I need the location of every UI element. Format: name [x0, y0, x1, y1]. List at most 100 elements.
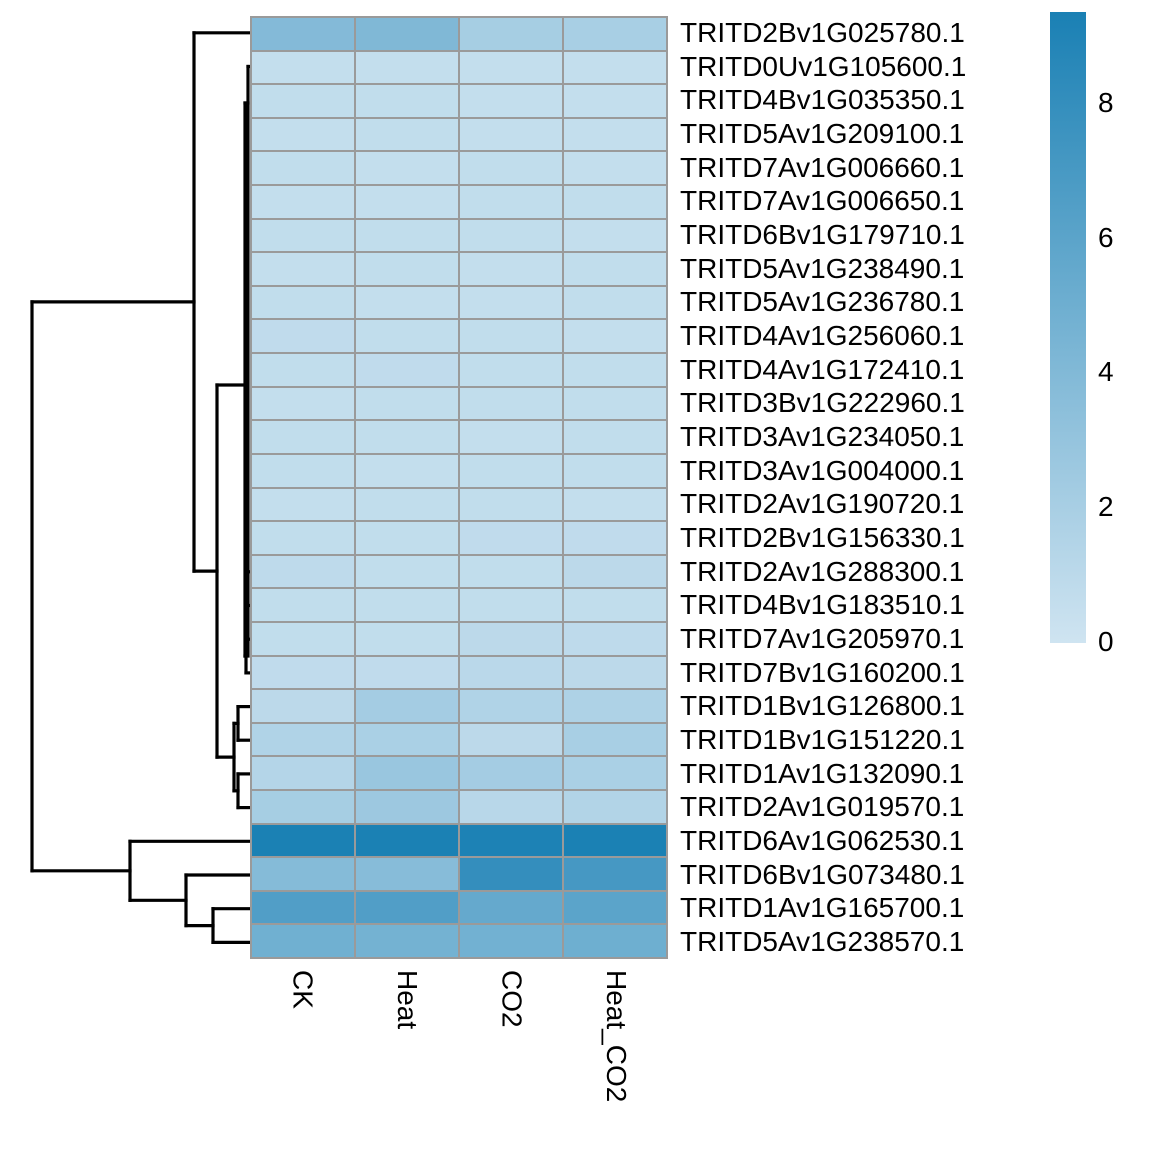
heatmap-cell	[251, 857, 355, 891]
heatmap-cell	[355, 588, 459, 622]
heatmap-cell	[563, 789, 667, 824]
heatmap-cell	[355, 823, 459, 858]
heatmap-cell	[251, 621, 355, 656]
heatmap-cell	[251, 789, 355, 824]
row-label: TRITD2Av1G288300.1	[680, 555, 965, 587]
heatmap-cell	[251, 554, 355, 589]
heatmap-cell	[563, 151, 667, 186]
heatmap-cell	[459, 890, 563, 925]
colorbar-tick-label: 8	[1098, 86, 1114, 118]
heatmap-cell	[459, 857, 563, 891]
heatmap-cell	[563, 84, 667, 118]
row-label: TRITD1Bv1G126800.1	[680, 690, 965, 722]
heatmap-cell	[355, 890, 459, 925]
heatmap-cell	[459, 50, 563, 85]
row-label: TRITD7Av1G006660.1	[680, 151, 965, 183]
row-label: TRITD5Av1G238570.1	[680, 926, 965, 958]
heatmap-cell	[459, 386, 563, 421]
heatmap-cell	[563, 319, 667, 354]
heatmap-cell	[251, 84, 355, 118]
heatmap-cell	[459, 17, 563, 51]
heatmap-cell	[459, 117, 563, 152]
heatmap-cell	[251, 521, 355, 555]
heatmap-cell	[459, 151, 563, 186]
colorbar-tick-label: 2	[1098, 491, 1114, 523]
heatmap-cell	[355, 50, 459, 85]
heatmap-cell	[563, 689, 667, 723]
heatmap-cell	[563, 453, 667, 488]
row-label: TRITD4Av1G172410.1	[680, 353, 965, 385]
row-label: TRITD1Bv1G151220.1	[680, 724, 965, 756]
heatmap-cell	[459, 487, 563, 522]
heatmap-cell	[563, 218, 667, 253]
heatmap-cell	[459, 252, 563, 286]
heatmap-cell	[563, 521, 667, 555]
heatmap-cell	[563, 722, 667, 757]
row-label: TRITD4Bv1G183510.1	[680, 589, 965, 621]
heatmap-cell	[459, 722, 563, 757]
heatmap-cell	[251, 924, 355, 958]
column-label: Heat	[391, 970, 423, 1030]
heatmap-cell	[563, 185, 667, 219]
row-label: TRITD5Av1G236780.1	[680, 286, 965, 318]
heatmap-cell	[355, 655, 459, 690]
heatmap-cell	[563, 487, 667, 522]
row-label: TRITD6Av1G062530.1	[680, 825, 965, 857]
heatmap-cell	[251, 319, 355, 354]
heatmap-cell	[355, 924, 459, 958]
heatmap-cell	[251, 487, 355, 522]
heatmap-cell	[563, 857, 667, 891]
heatmap-cell	[563, 554, 667, 589]
heatmap-cell	[251, 420, 355, 454]
colorbar-tick-label: 4	[1098, 356, 1114, 388]
column-label: CK	[287, 970, 319, 1009]
row-label: TRITD4Bv1G035350.1	[680, 84, 965, 116]
heatmap-cell	[251, 655, 355, 690]
heatmap-cell	[251, 890, 355, 925]
heatmap-cell	[251, 151, 355, 186]
heatmap-cell	[459, 655, 563, 690]
heatmap-cell	[251, 823, 355, 858]
heatmap-cell	[563, 285, 667, 320]
heatmap-cell	[355, 487, 459, 522]
row-label: TRITD5Av1G209100.1	[680, 117, 965, 149]
heatmap-cell	[459, 185, 563, 219]
heatmap-cell	[355, 353, 459, 387]
heatmap-cell	[251, 185, 355, 219]
heatmap-cell	[355, 420, 459, 454]
heatmap-cell	[563, 621, 667, 656]
heatmap-cell	[251, 689, 355, 723]
heatmap-cell	[251, 453, 355, 488]
heatmap-cell	[355, 117, 459, 152]
heatmap-cell	[251, 117, 355, 152]
heatmap-cell	[459, 521, 563, 555]
heatmap-cell	[355, 789, 459, 824]
heatmap-cell	[355, 554, 459, 589]
heatmap-cell	[563, 117, 667, 152]
heatmap-cell	[459, 353, 563, 387]
heatmap-cell	[355, 285, 459, 320]
heatmap-cell	[251, 285, 355, 320]
colorbar-legend	[1050, 12, 1086, 643]
heatmap-cell	[459, 588, 563, 622]
heatmap-cell	[355, 185, 459, 219]
row-label: TRITD2Bv1G025780.1	[680, 16, 965, 48]
heatmap-cell	[459, 453, 563, 488]
heatmap-cell	[563, 756, 667, 790]
row-label: TRITD6Bv1G179710.1	[680, 218, 965, 250]
heatmap-cell	[355, 689, 459, 723]
heatmap-cell	[251, 386, 355, 421]
row-label: TRITD1Av1G132090.1	[680, 757, 965, 789]
heatmap-cell	[251, 17, 355, 51]
heatmap-cell	[251, 353, 355, 387]
heatmap-cell	[459, 689, 563, 723]
heatmap-cell	[459, 621, 563, 656]
row-label: TRITD2Bv1G156330.1	[680, 522, 965, 554]
heatmap-cell	[355, 386, 459, 421]
heatmap-cell	[251, 588, 355, 622]
heatmap-cell	[563, 386, 667, 421]
heatmap-cell	[459, 789, 563, 824]
heatmap-cell	[251, 50, 355, 85]
row-label: TRITD5Av1G238490.1	[680, 252, 965, 284]
heatmap-cell	[459, 319, 563, 354]
